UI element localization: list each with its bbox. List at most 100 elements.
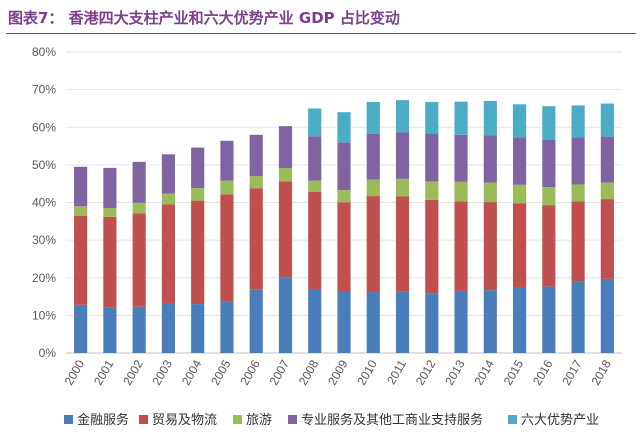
bar-segment: [512, 184, 527, 204]
bar-segment: [308, 108, 322, 137]
figure-title: 图表7： 香港四大支柱产业和六大优势产业 GDP 占比变动: [8, 9, 400, 27]
x-tick-label: 2004: [179, 357, 205, 387]
bar-segment: [600, 278, 614, 353]
x-tick-label: 2010: [354, 357, 380, 387]
x-tick-label: 2000: [62, 357, 88, 387]
bar-segment: [161, 154, 176, 194]
bar-segment: [425, 199, 439, 294]
title-underline: [6, 33, 636, 34]
x-tick-label: 2003: [150, 357, 176, 387]
bar-segment: [395, 178, 410, 197]
x-tick-label: 2013: [442, 357, 468, 387]
x-tick-label: 2009: [325, 357, 351, 387]
bar-segment: [483, 202, 497, 291]
bar-segment: [220, 180, 234, 195]
bar-segment: [308, 191, 322, 290]
legend-swatch: [233, 415, 242, 424]
bar-segment: [249, 134, 263, 177]
bar-segment: [571, 184, 585, 202]
x-tick-label: 2012: [413, 357, 439, 387]
bar-segment: [337, 142, 351, 191]
bar-segment: [220, 194, 234, 302]
bar-segment: [191, 147, 205, 189]
bar-segment: [483, 100, 497, 136]
bar-segment: [454, 201, 468, 291]
x-tick-label: 2005: [208, 357, 234, 387]
bar-segment: [191, 304, 205, 353]
x-tick-label: 2006: [237, 357, 263, 387]
bar-segment: [249, 176, 263, 189]
bar-segment: [249, 289, 263, 353]
legend-swatch: [288, 415, 297, 424]
bar-segment: [337, 292, 351, 353]
bar-segment: [132, 213, 146, 307]
bar-segment: [425, 102, 439, 135]
bar-segment: [542, 205, 556, 287]
bar-segment: [483, 290, 497, 353]
stacked-bar-chart: 0%10%20%30%40%50%60%70%80% 2000 2001 2002 2…: [32, 45, 622, 428]
bar-segment: [191, 188, 205, 201]
bar-segment: [512, 104, 527, 138]
x-tick-label: 2015: [501, 357, 527, 387]
bar-segment: [600, 182, 614, 200]
bar-segment: [454, 134, 468, 182]
bar-segment: [483, 135, 497, 183]
bar-segment: [425, 293, 439, 353]
legend-label: 旅游: [246, 413, 272, 428]
bar-segment: [278, 277, 293, 353]
bar-segment: [308, 289, 322, 353]
bar-segment: [74, 215, 88, 305]
bar-segment: [483, 182, 497, 203]
bar-segment: [366, 133, 380, 180]
legend: 金融服务 贸易及物流 旅游 专业服务及其他工商业支持服务 六大优势产业: [64, 412, 599, 428]
legend-label: 六大优势产业: [521, 412, 599, 428]
bar-segment: [278, 181, 293, 278]
bar-segment: [542, 286, 556, 353]
bar-segment: [74, 206, 88, 216]
legend-swatch: [139, 415, 148, 424]
x-tick-label: 2016: [530, 357, 556, 387]
bar-segment: [161, 193, 176, 205]
y-tick-label: 40%: [32, 196, 56, 210]
bar-segment: [600, 136, 614, 183]
x-tick-label: 2007: [267, 357, 293, 387]
bar-segment: [132, 161, 146, 203]
bar-segment: [366, 102, 380, 134]
bar-segment: [395, 196, 410, 292]
bar-segment: [425, 134, 439, 182]
x-axis-ticks: 2000 2001 2002 2003 2004 2005 2006 2007 2008 2009…: [62, 357, 614, 387]
bar-segment: [220, 301, 234, 353]
x-tick-label: 2002: [120, 357, 146, 387]
bar-segment: [103, 167, 117, 209]
bar-segment: [103, 216, 117, 308]
bar-segment: [366, 179, 380, 197]
legend-label: 贸易及物流: [152, 413, 217, 428]
y-tick-label: 10%: [32, 308, 56, 322]
bar-segment: [308, 180, 322, 192]
figure-header: 图表7： 香港四大支柱产业和六大优势产业 GDP 占比变动: [0, 0, 642, 36]
bar-segment: [571, 201, 585, 282]
bar-segment: [395, 132, 410, 179]
bar-segment: [454, 101, 468, 135]
bar-segment: [161, 302, 176, 353]
bar-segment: [74, 166, 88, 207]
legend-swatch: [508, 415, 517, 424]
x-tick-label: 2011: [384, 357, 409, 387]
bar-segment: [74, 304, 88, 353]
bar-segment: [337, 202, 351, 293]
y-tick-label: 70%: [32, 83, 56, 97]
bar-segment: [454, 181, 468, 202]
y-tick-label: 0%: [39, 346, 57, 360]
bar-segment: [308, 136, 322, 181]
y-tick-label: 80%: [32, 45, 56, 59]
bar-segment: [571, 137, 585, 185]
x-tick-label: 2014: [471, 357, 497, 387]
y-tick-label: 60%: [32, 120, 56, 134]
bar-segment: [337, 112, 351, 143]
bar-segment: [600, 103, 614, 137]
bar-segment: [512, 203, 527, 288]
bar-segment: [132, 306, 146, 353]
y-tick-label: 20%: [32, 271, 56, 285]
x-tick-label: 2018: [588, 357, 614, 387]
bar-segment: [191, 200, 205, 305]
